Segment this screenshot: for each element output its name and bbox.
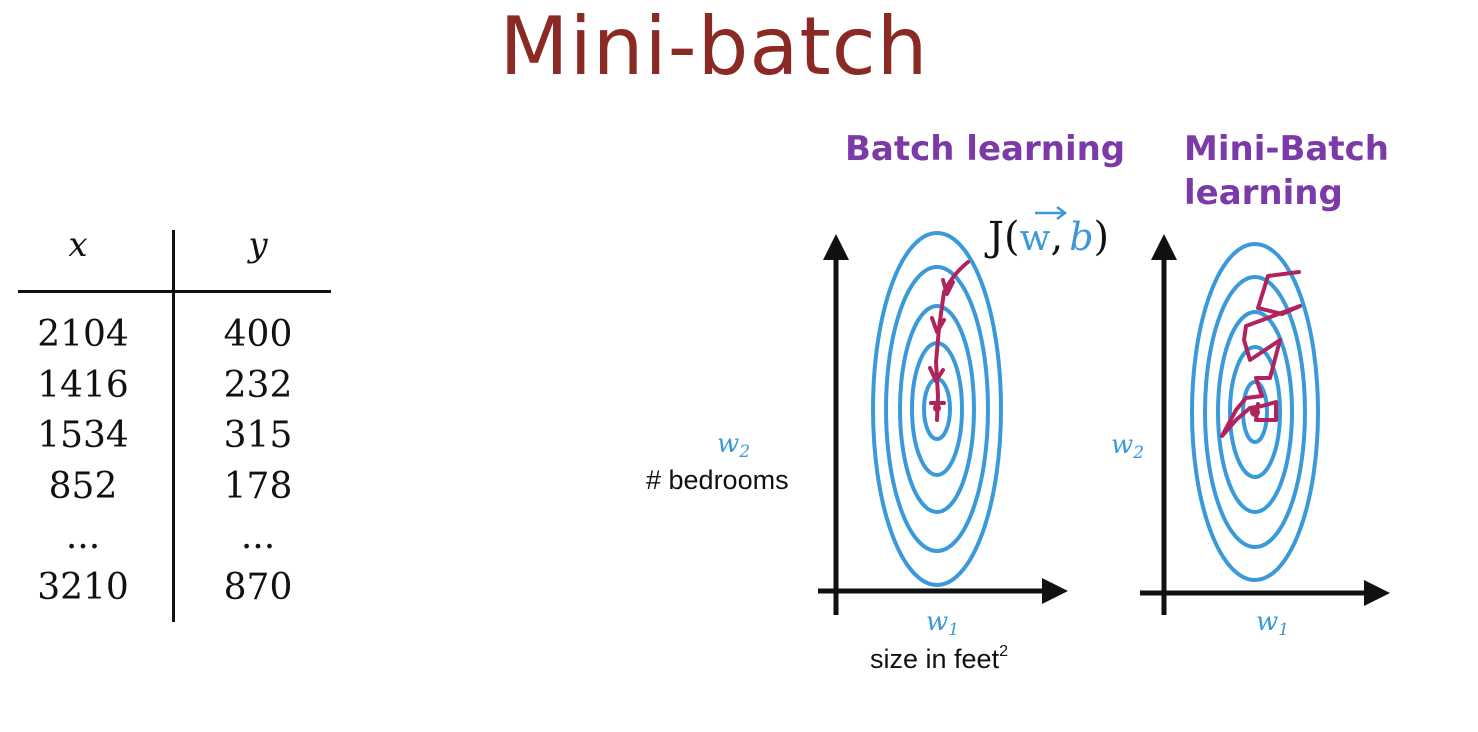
slide-title: Mini-batch (499, 0, 929, 93)
data-table: x y 2104 1416 1534 852 ... 3210 400 232 … (18, 225, 338, 625)
table-column-y: 400 232 315 178 ... 870 (193, 310, 323, 613)
table-cell: 870 (223, 566, 293, 608)
right-y-axis-symbol: w2 (1111, 430, 1144, 463)
left-contour-ellipses (871, 231, 1003, 587)
cost-function-label: J(w, b) (984, 214, 1109, 260)
table-cell: 2104 (37, 314, 129, 355)
table-vertical-rule (172, 230, 175, 622)
left-x-axis-label: size in feet2 (870, 643, 1008, 674)
right-x-axis-symbol: w1 (1256, 607, 1289, 640)
up-arrow-icon (823, 234, 849, 260)
table-cell: 178 (223, 465, 293, 507)
mini-batch-heading-line2: learning (1184, 173, 1343, 213)
table-cell: 1534 (37, 415, 129, 456)
table-cell: 1416 (37, 364, 129, 406)
table-cell: 400 (223, 314, 293, 355)
batch-learning-heading: Batch learning (845, 129, 1125, 169)
mini-batch-descent-path (1220, 270, 1302, 438)
table-header-y: y (248, 225, 268, 265)
table-column-x: 2104 1416 1534 852 ... 3210 (18, 310, 148, 613)
right-arrow-icon (1042, 578, 1068, 604)
vector-arrow-icon (1035, 206, 1068, 220)
right-arrow-icon (1364, 580, 1390, 606)
batch-minimum-dot (933, 404, 941, 412)
table-cell: 852 (48, 465, 118, 507)
table-header-x: x (68, 225, 88, 265)
table-cell: ... (240, 516, 276, 557)
left-x-axis-symbol: w1 (926, 607, 959, 640)
table-cell: 315 (223, 415, 293, 456)
right-contour-ellipses (1190, 242, 1320, 582)
mini-batch-minimum-dot (1250, 407, 1260, 417)
table-cell: 232 (223, 364, 293, 406)
table-cell: ... (65, 516, 101, 557)
batch-descent-path (928, 260, 970, 422)
up-arrow-icon (1151, 234, 1177, 260)
mini-batch-heading-line1: Mini-Batch (1184, 129, 1389, 169)
left-y-axis-label: # bedrooms (646, 465, 789, 495)
left-y-axis-symbol: w2 (717, 429, 750, 462)
table-cell: 3210 (37, 566, 129, 608)
